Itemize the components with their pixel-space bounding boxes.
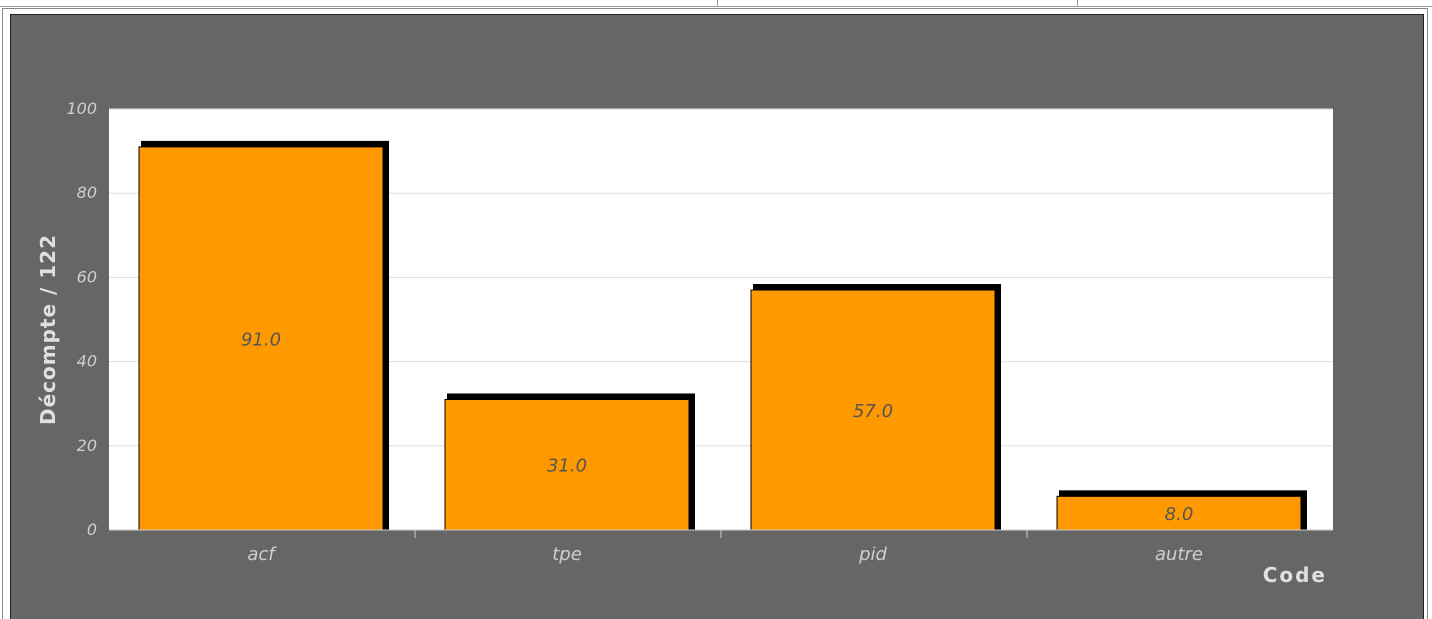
- x-tick-label: autre: [1155, 544, 1203, 565]
- y-tick-label: 20: [77, 436, 97, 455]
- y-tick-label: 0: [87, 520, 97, 539]
- bar-autre: [1056, 495, 1302, 531]
- bar-chart: 0 20 40 60 80 100 91.0 acf 31.0 tpe 57.0 pid 8.0 autr…: [36, 99, 1333, 587]
- data-label: 57.0: [853, 401, 893, 422]
- top-cell-divider: [1077, 0, 1078, 6]
- x-axis-title: Code: [1263, 563, 1327, 587]
- chart-panel: 0 20 40 60 80 100 91.0 acf 31.0 tpe 57.0 pid 8.0 autr…: [10, 14, 1424, 619]
- top-cell-divider: [717, 0, 718, 6]
- top-table-strip: [0, 0, 1432, 7]
- y-axis-title: Décompte / 122: [36, 234, 60, 425]
- y-tick-label: 100: [66, 99, 97, 118]
- bar-tpe: [444, 398, 690, 531]
- bar-pid: [750, 289, 996, 531]
- y-tick-label: 40: [77, 352, 97, 371]
- x-tick-label: pid: [858, 544, 887, 565]
- y-tick-label: 60: [77, 267, 97, 286]
- x-tick-label: tpe: [552, 544, 582, 565]
- data-label: 8.0: [1165, 504, 1194, 525]
- data-label: 91.0: [241, 329, 281, 350]
- data-label: 31.0: [547, 456, 587, 477]
- x-tick-label: acf: [247, 544, 277, 565]
- y-tick-label: 80: [77, 183, 97, 202]
- bar-acf: [138, 146, 384, 531]
